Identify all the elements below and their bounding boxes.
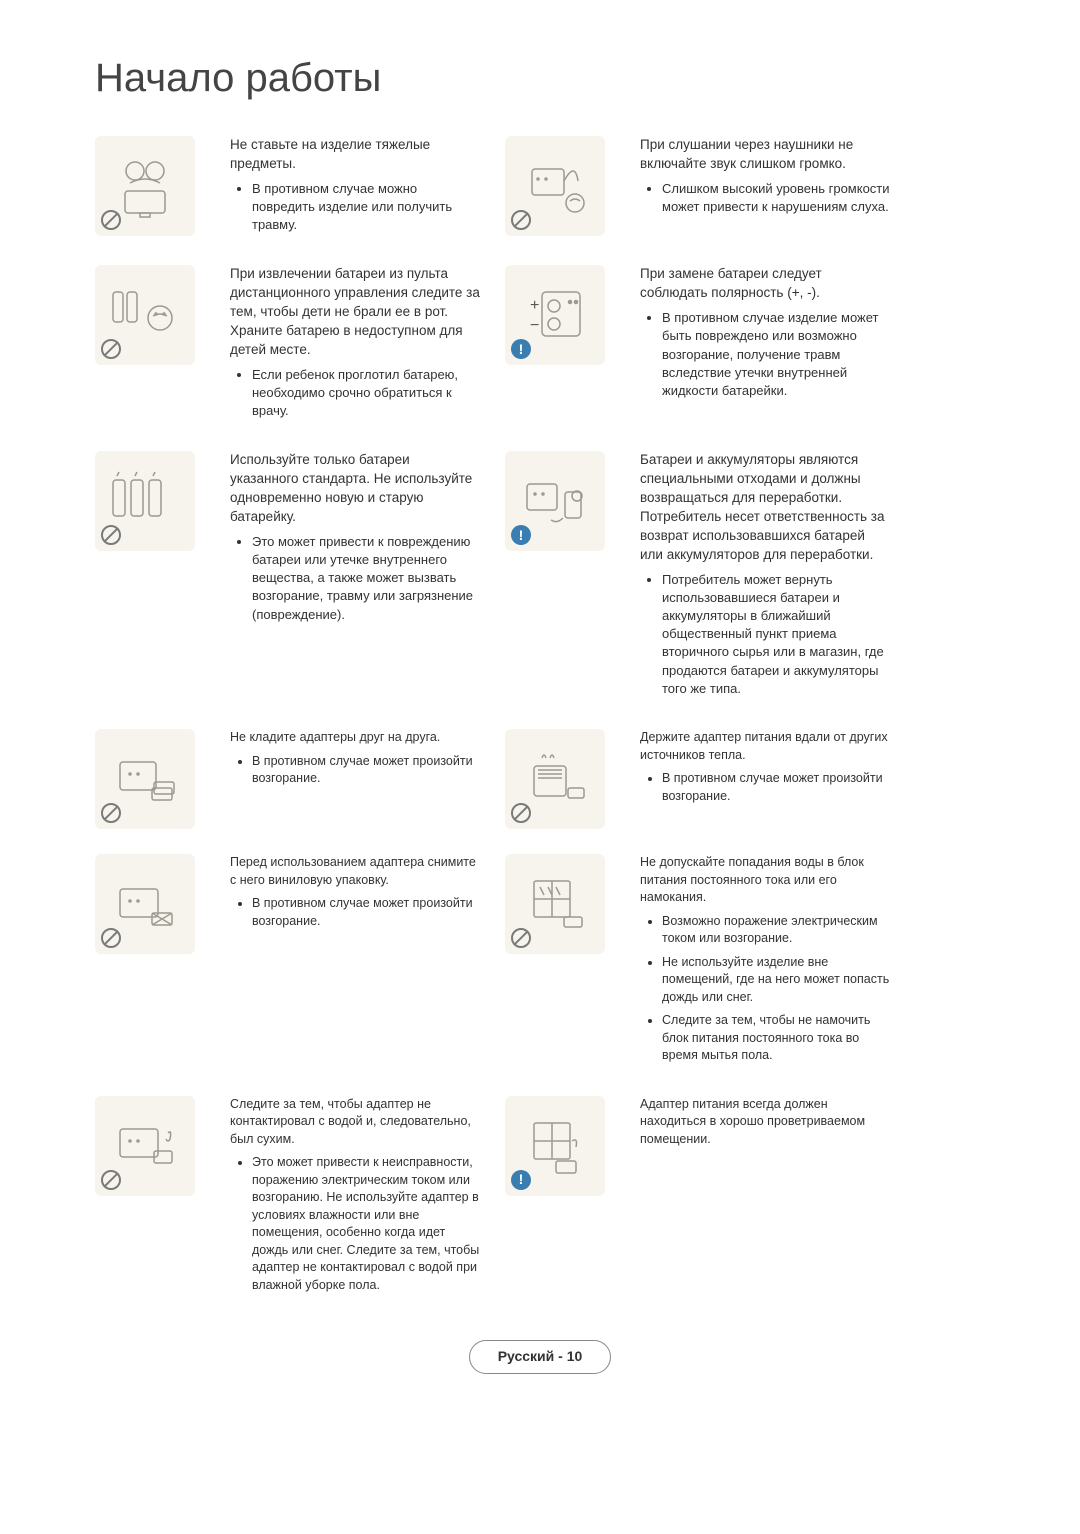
safety-grid: Не ставьте на изделие тяжелые предметы. В… xyxy=(95,136,985,1300)
safety-icon xyxy=(95,451,195,551)
safety-text: Не допускайте попадания воды в блок пита… xyxy=(640,854,890,1071)
safety-heading: Используйте только батареи указанного ст… xyxy=(230,451,480,527)
safety-heading: При извлечении батареи из пульта дистанц… xyxy=(230,265,480,359)
page-title: Начало работы xyxy=(95,50,985,106)
safety-bullet: Слишком высокий уровень громкости может … xyxy=(662,180,890,216)
safety-heading: Батареи и аккумуляторы являются специаль… xyxy=(640,451,890,564)
safety-heading: Следите за тем, чтобы адаптер не контакт… xyxy=(230,1096,480,1149)
page-number: Русский - 10 xyxy=(469,1340,612,1374)
safety-bullet: В противном случае может произойти возго… xyxy=(252,753,480,788)
safety-text: При слушании через наушники не включайте… xyxy=(640,136,890,222)
prohibit-icon xyxy=(101,339,121,359)
safety-text: Перед использованием адаптера снимите с … xyxy=(230,854,480,936)
safety-text: Не ставьте на изделие тяжелые предметы. В… xyxy=(230,136,480,240)
safety-text: При извлечении батареи из пульта дистанц… xyxy=(230,265,480,426)
safety-bullet: Не используйте изделие вне помещений, гд… xyxy=(662,954,890,1007)
safety-icon xyxy=(95,1096,195,1196)
svg-text:+: + xyxy=(530,297,539,314)
svg-text:−: − xyxy=(530,317,539,334)
safety-heading: Перед использованием адаптера снимите с … xyxy=(230,854,480,889)
safety-heading: При замене батареи следует соблюдать пол… xyxy=(640,265,890,303)
safety-heading: Не ставьте на изделие тяжелые предметы. xyxy=(230,136,480,174)
safety-bullet: В противном случае может произойти возго… xyxy=(662,770,890,805)
safety-text: Адаптер питания всегда должен находиться… xyxy=(640,1096,890,1155)
prohibit-icon xyxy=(101,210,121,230)
safety-bullet: В противном случае может произойти возго… xyxy=(252,895,480,930)
prohibit-icon xyxy=(101,928,121,948)
safety-icon: ! xyxy=(505,1096,605,1196)
safety-icon xyxy=(505,136,605,236)
safety-bullet: Это может привести к неисправности, пора… xyxy=(252,1154,480,1294)
prohibit-icon xyxy=(511,803,531,823)
safety-heading: Адаптер питания всегда должен находиться… xyxy=(640,1096,890,1149)
safety-bullet: В противном случае можно повредить издел… xyxy=(252,180,480,235)
safety-icon xyxy=(95,729,195,829)
prohibit-icon xyxy=(101,803,121,823)
info-icon: ! xyxy=(511,339,531,359)
safety-text: Используйте только батареи указанного ст… xyxy=(230,451,480,630)
safety-icon xyxy=(95,265,195,365)
safety-bullet: Потребитель может вернуть использовавшие… xyxy=(662,571,890,698)
safety-heading: Держите адаптер питания вдали от других … xyxy=(640,729,890,764)
safety-bullet: Если ребенок проглотил батарею, необходи… xyxy=(252,366,480,421)
prohibit-icon xyxy=(101,1170,121,1190)
safety-icon xyxy=(95,854,195,954)
info-icon: ! xyxy=(511,525,531,545)
safety-icon xyxy=(505,729,605,829)
info-icon: ! xyxy=(511,1170,531,1190)
page-footer: Русский - 10 xyxy=(95,1340,985,1374)
prohibit-icon xyxy=(101,525,121,545)
safety-text: Держите адаптер питания вдали от других … xyxy=(640,729,890,811)
safety-text: При замене батареи следует соблюдать пол… xyxy=(640,265,890,406)
prohibit-icon xyxy=(511,210,531,230)
safety-text: Не кладите адаптеры друг на друга. В прот… xyxy=(230,729,480,794)
safety-heading: При слушании через наушники не включайте… xyxy=(640,136,890,174)
safety-text: Батареи и аккумуляторы являются специаль… xyxy=(640,451,890,704)
safety-text: Следите за тем, чтобы адаптер не контакт… xyxy=(230,1096,480,1301)
safety-icon xyxy=(95,136,195,236)
safety-heading: Не допускайте попадания воды в блок пита… xyxy=(640,854,890,907)
safety-icon xyxy=(505,854,605,954)
safety-icon: + −! xyxy=(505,265,605,365)
safety-bullet: Следите за тем, чтобы не намочить блок п… xyxy=(662,1012,890,1065)
safety-bullet: Это может привести к повреждению батареи… xyxy=(252,533,480,624)
safety-bullet: Возможно поражение электрическим током и… xyxy=(662,913,890,948)
safety-icon: ! xyxy=(505,451,605,551)
safety-heading: Не кладите адаптеры друг на друга. xyxy=(230,729,480,747)
prohibit-icon xyxy=(511,928,531,948)
safety-bullet: В противном случае изделие может быть по… xyxy=(662,309,890,400)
